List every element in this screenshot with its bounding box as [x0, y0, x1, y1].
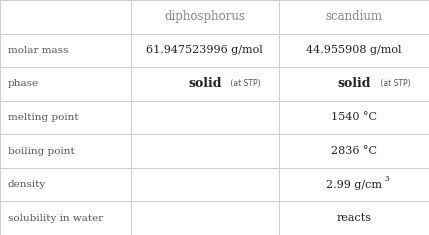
- Bar: [0, 168, 131, 201]
- Bar: [131, 34, 279, 67]
- Bar: [131, 134, 279, 168]
- Text: 61.947523996 g/mol: 61.947523996 g/mol: [146, 45, 263, 55]
- Bar: [131, 201, 279, 235]
- Bar: [0, 0, 131, 34]
- Bar: [279, 67, 429, 101]
- Text: phase: phase: [8, 79, 39, 88]
- Text: molar mass: molar mass: [8, 46, 68, 55]
- Text: (at STP): (at STP): [378, 79, 410, 88]
- Text: (at STP): (at STP): [228, 79, 261, 88]
- Text: density: density: [8, 180, 46, 189]
- Bar: [0, 34, 131, 67]
- Text: 2836 °C: 2836 °C: [331, 146, 377, 156]
- Text: 1540 °C: 1540 °C: [331, 113, 377, 122]
- Text: 44.955908 g/mol: 44.955908 g/mol: [306, 45, 402, 55]
- Bar: [279, 168, 429, 201]
- Bar: [131, 101, 279, 134]
- Text: solubility in water: solubility in water: [8, 214, 103, 223]
- Bar: [0, 67, 131, 101]
- Bar: [131, 67, 279, 101]
- Bar: [279, 34, 429, 67]
- Bar: [279, 101, 429, 134]
- Text: solid: solid: [337, 77, 371, 90]
- Bar: [0, 201, 131, 235]
- Text: solid: solid: [188, 77, 222, 90]
- Text: diphosphorus: diphosphorus: [164, 10, 245, 23]
- Text: reacts: reacts: [336, 213, 372, 223]
- Text: scandium: scandium: [326, 10, 382, 23]
- Bar: [131, 0, 279, 34]
- Bar: [279, 0, 429, 34]
- Text: 3: 3: [385, 175, 389, 183]
- Text: 2.99 g/cm: 2.99 g/cm: [326, 180, 382, 190]
- Text: boiling point: boiling point: [8, 147, 75, 156]
- Bar: [279, 201, 429, 235]
- Bar: [0, 134, 131, 168]
- Bar: [0, 101, 131, 134]
- Text: melting point: melting point: [8, 113, 79, 122]
- Bar: [131, 168, 279, 201]
- Bar: [279, 134, 429, 168]
